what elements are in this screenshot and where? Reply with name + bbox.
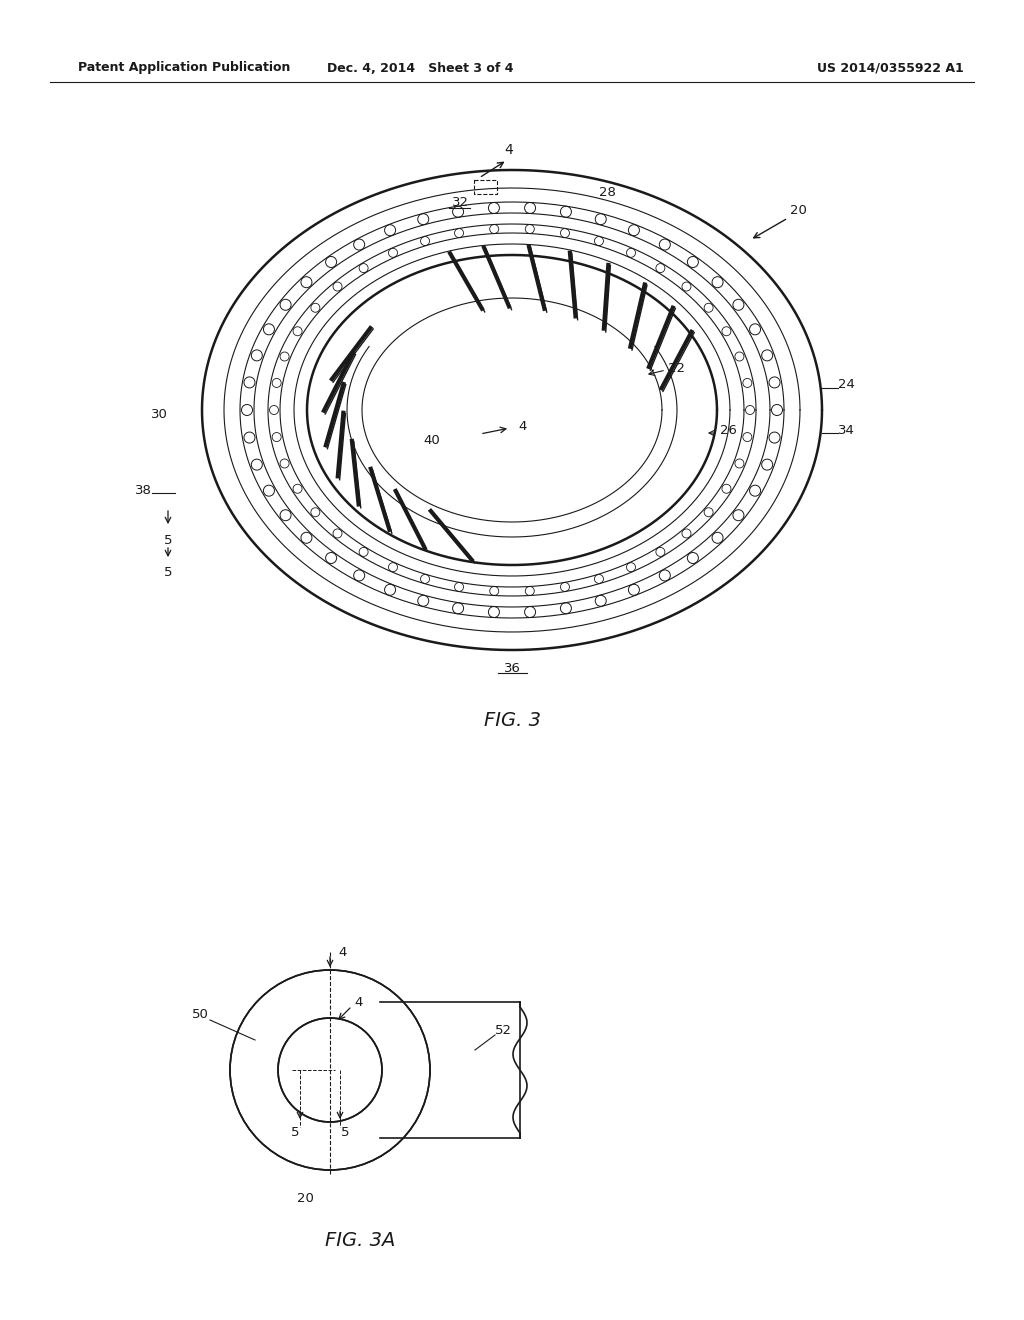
Text: 4: 4 bbox=[505, 143, 513, 157]
Text: 22: 22 bbox=[668, 362, 685, 375]
Text: 52: 52 bbox=[495, 1023, 512, 1036]
Text: 32: 32 bbox=[452, 197, 469, 210]
Text: 5: 5 bbox=[291, 1126, 299, 1138]
Text: Dec. 4, 2014   Sheet 3 of 4: Dec. 4, 2014 Sheet 3 of 4 bbox=[327, 62, 513, 74]
Text: 50: 50 bbox=[193, 1008, 209, 1022]
Text: 30: 30 bbox=[152, 408, 168, 421]
Text: 4: 4 bbox=[354, 995, 362, 1008]
Text: 40: 40 bbox=[424, 433, 440, 446]
Text: 24: 24 bbox=[838, 379, 855, 392]
Text: 20: 20 bbox=[297, 1192, 313, 1204]
Text: 36: 36 bbox=[504, 661, 520, 675]
Text: 5: 5 bbox=[164, 533, 172, 546]
Text: Patent Application Publication: Patent Application Publication bbox=[78, 62, 291, 74]
Text: 20: 20 bbox=[790, 203, 807, 216]
Text: 5: 5 bbox=[164, 565, 172, 578]
Text: 28: 28 bbox=[599, 186, 615, 199]
Text: FIG. 3A: FIG. 3A bbox=[325, 1230, 395, 1250]
Text: US 2014/0355922 A1: US 2014/0355922 A1 bbox=[816, 62, 964, 74]
Text: 5: 5 bbox=[341, 1126, 349, 1138]
Text: 38: 38 bbox=[135, 483, 152, 496]
Text: 4: 4 bbox=[338, 945, 346, 958]
Text: 26: 26 bbox=[720, 424, 737, 437]
Text: FIG. 3: FIG. 3 bbox=[483, 710, 541, 730]
Bar bbox=[380, 1002, 520, 1138]
Text: 34: 34 bbox=[838, 424, 855, 437]
Text: 4: 4 bbox=[518, 420, 526, 433]
